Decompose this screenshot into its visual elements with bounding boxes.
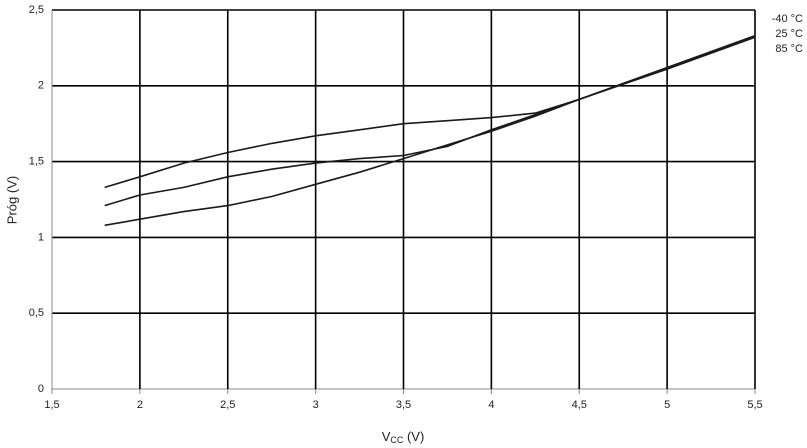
x-axis-label-main: V [382, 429, 391, 444]
y-tick-label: 0,5 [29, 307, 44, 319]
x-tick-label: 4 [488, 399, 494, 411]
legend-label: 25 °C [775, 28, 803, 40]
x-tick-label: 4,5 [572, 399, 587, 411]
y-tick-label: 2,5 [29, 4, 44, 16]
legend-label: -40 °C [772, 13, 803, 25]
x-axis-label-sub: CC [390, 435, 403, 445]
x-tick-label: 5 [664, 399, 670, 411]
x-tick-label: 1,5 [44, 399, 59, 411]
x-tick-label: 2 [137, 399, 143, 411]
legend-label: 85 °C [775, 43, 803, 55]
x-tick-label: 3 [313, 399, 319, 411]
series-line [104, 35, 756, 207]
y-tick-label: 1 [38, 231, 44, 243]
x-axis-label-unit: (V) [403, 429, 424, 444]
series-line [104, 36, 756, 227]
series-line [104, 35, 756, 189]
y-tick-label: 2 [38, 80, 44, 92]
x-axis-label: VCC (V) [382, 429, 425, 445]
y-axis-label: Próg (V) [4, 176, 19, 224]
y-tick-label: 0 [38, 383, 44, 395]
x-tick-label: 2,5 [220, 399, 235, 411]
x-tick-label: 5,5 [747, 399, 762, 411]
y-tick-label: 1,5 [29, 156, 44, 168]
x-tick-label: 3,5 [396, 399, 411, 411]
